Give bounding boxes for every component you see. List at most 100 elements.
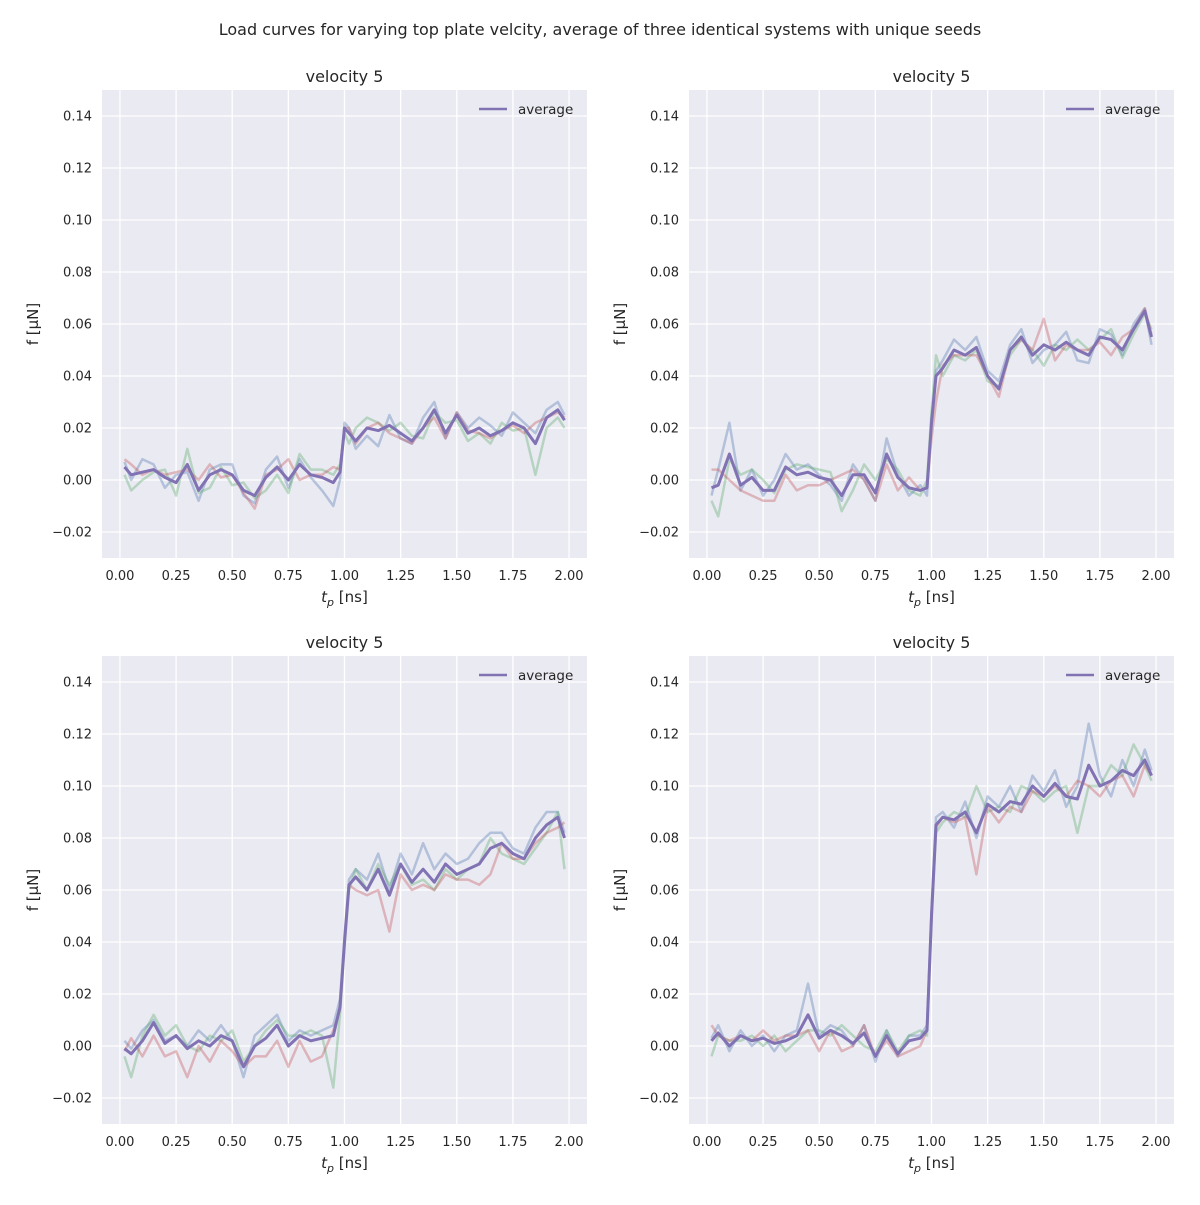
y-tick-label: 0.04 [63, 370, 92, 385]
x-axis-label: tp [ns] [908, 588, 955, 609]
x-axis-label: tp [ns] [321, 588, 368, 609]
y-axis-label: f [μN] [611, 303, 629, 346]
y-tick-label: 0.04 [63, 936, 92, 951]
x-axis-label-main: t [908, 588, 915, 606]
y-tick-label: 0.10 [63, 214, 92, 229]
x-axis-label-main: t [321, 1154, 328, 1172]
y-tick-label: 0.04 [650, 370, 679, 385]
x-axis-label: tp [ns] [908, 1154, 955, 1175]
x-tick-label: 0.00 [105, 1135, 134, 1150]
y-tick-label: 0.08 [63, 266, 92, 281]
y-tick-label: 0.06 [650, 884, 679, 899]
x-tick-label: 1.00 [330, 1135, 359, 1150]
y-tick-label: −0.02 [52, 526, 92, 541]
x-tick-label: 1.50 [1029, 1135, 1058, 1150]
x-tick-label: 1.75 [498, 1135, 527, 1150]
y-tick-label: 0.06 [650, 318, 679, 333]
y-tick-label: −0.02 [639, 526, 679, 541]
y-tick-label: 0.02 [63, 988, 92, 1003]
x-tick-label: 2.00 [1142, 1135, 1171, 1150]
series-line-average [123, 815, 566, 1069]
x-axis-label-unit: [ns] [921, 588, 955, 606]
y-tick-label: 0.02 [650, 988, 679, 1003]
x-tick-label: 0.25 [162, 569, 191, 584]
x-tick-label: 2.00 [555, 1135, 584, 1150]
y-tick-label: −0.02 [52, 1092, 92, 1107]
x-axis-label: tp [ns] [321, 1154, 368, 1175]
x-tick-label: 0.75 [274, 1135, 303, 1150]
y-tick-label: 0.02 [650, 422, 679, 437]
x-tick-label: 0.25 [749, 1135, 778, 1150]
x-tick-label: 1.00 [917, 569, 946, 584]
y-tick-label: 0.12 [650, 162, 679, 177]
y-tick-label: 0.10 [650, 780, 679, 795]
x-tick-label: 1.75 [1085, 569, 1114, 584]
x-axis-label-unit: [ns] [334, 1154, 368, 1172]
x-axis-label-sub: p [913, 1162, 921, 1175]
x-axis-label-main: t [908, 1154, 915, 1172]
y-axis-label: f [μN] [611, 869, 629, 912]
y-tick-label: 0.12 [63, 162, 92, 177]
y-tick-label: 0.08 [63, 832, 92, 847]
y-tick-label: 0.08 [650, 266, 679, 281]
panel-title: velocity 5 [893, 67, 971, 86]
x-axis-label-sub: p [326, 1162, 334, 1175]
y-tick-label: 0.06 [63, 318, 92, 333]
x-tick-label: 1.25 [973, 569, 1002, 584]
legend-label: average [518, 102, 573, 118]
x-axis-label-unit: [ns] [921, 1154, 955, 1172]
x-tick-label: 1.25 [386, 569, 415, 584]
chart-panel-4: 0.00 0.25 0.50 0.75 1.00 1.25 1.50 1.75 2.00 −0.0… [611, 633, 1174, 1175]
x-tick-label: 0.75 [861, 1135, 890, 1150]
x-tick-label: 1.25 [386, 1135, 415, 1150]
x-axis-label-unit: [ns] [334, 588, 368, 606]
x-tick-label: 1.50 [442, 569, 471, 584]
x-tick-label: 2.00 [555, 569, 584, 584]
series-line-average [710, 309, 1153, 498]
x-tick-label: 0.75 [274, 569, 303, 584]
x-tick-label: 0.50 [218, 569, 247, 584]
x-tick-label: 1.00 [330, 569, 359, 584]
x-tick-label: 0.50 [805, 1135, 834, 1150]
chart-panel-3: 0.00 0.25 0.50 0.75 1.00 1.25 1.50 1.75 2.00 −0.0… [24, 633, 587, 1175]
y-tick-label: 0.14 [650, 110, 679, 125]
y-tick-label: 0.12 [63, 728, 92, 743]
panel-title: velocity 5 [306, 633, 384, 652]
x-tick-label: 1.50 [1029, 569, 1058, 584]
x-tick-label: 0.75 [861, 569, 890, 584]
legend-label: average [1105, 102, 1160, 118]
x-tick-label: 1.00 [917, 1135, 946, 1150]
chart-panel-1: 0.00 0.25 0.50 0.75 1.00 1.25 1.50 1.75 2.00 −0.0… [24, 67, 587, 609]
x-axis-label-main: t [321, 588, 328, 606]
series-line-average [710, 758, 1153, 1058]
x-tick-label: 0.00 [105, 569, 134, 584]
y-tick-label: 0.00 [650, 1040, 679, 1055]
x-tick-label: 0.25 [749, 569, 778, 584]
y-tick-label: 0.00 [63, 1040, 92, 1055]
x-tick-label: 1.50 [442, 1135, 471, 1150]
y-tick-label: 0.10 [63, 780, 92, 795]
x-axis-label-sub: p [326, 596, 334, 609]
y-tick-label: 0.14 [63, 676, 92, 691]
x-tick-label: 0.00 [692, 1135, 721, 1150]
legend-label: average [518, 668, 573, 684]
series-line-seed1 [123, 400, 566, 508]
figure-suptitle: Load curves for varying top plate velcit… [218, 20, 982, 39]
x-tick-label: 2.00 [1142, 569, 1171, 584]
y-tick-label: 0.04 [650, 936, 679, 951]
x-tick-label: 1.75 [1085, 1135, 1114, 1150]
legend-label: average [1105, 668, 1160, 684]
y-tick-label: 0.10 [650, 214, 679, 229]
x-tick-label: 0.50 [805, 569, 834, 584]
y-tick-label: 0.14 [650, 676, 679, 691]
panel-title: velocity 5 [306, 67, 384, 86]
y-axis-label: f [μN] [24, 303, 42, 346]
y-axis-label: f [μN] [24, 869, 42, 912]
x-tick-label: 1.75 [498, 569, 527, 584]
x-tick-label: 1.25 [973, 1135, 1002, 1150]
x-tick-label: 0.00 [692, 569, 721, 584]
series-line-average [123, 408, 566, 498]
y-tick-label: 0.08 [650, 832, 679, 847]
